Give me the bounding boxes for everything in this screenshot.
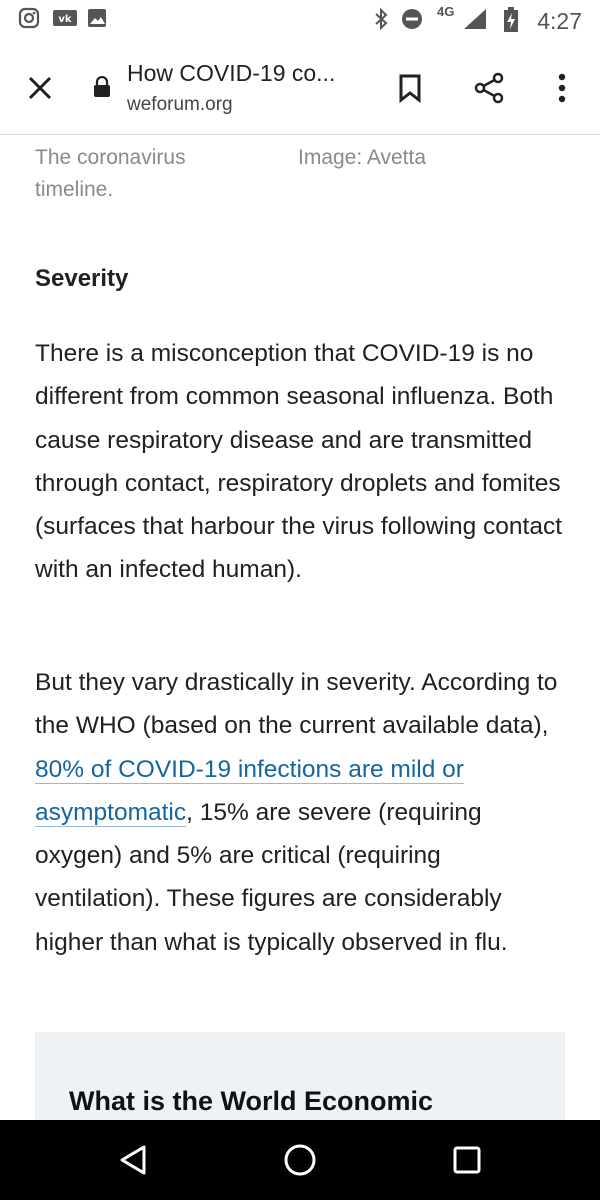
home-button[interactable] (280, 1140, 320, 1180)
custom-tab-toolbar: How COVID-19 co... weforum.org (0, 42, 600, 135)
page-domain: weforum.org (127, 94, 233, 115)
image-icon (86, 7, 108, 34)
info-box: What is the World Economic (35, 1032, 565, 1132)
article-paragraph: There is a misconception that COVID-19 i… (35, 340, 563, 584)
recents-square-icon (453, 1146, 481, 1174)
bluetooth-icon (373, 7, 389, 36)
network-type: 4G (437, 4, 455, 19)
page-title: How COVID-19 co... (127, 60, 336, 86)
recents-button[interactable] (447, 1140, 487, 1180)
image-caption: The coronavirus timeline. (35, 146, 186, 201)
info-box-title: What is the World Economic (69, 1086, 434, 1116)
svg-text:vk: vk (58, 14, 72, 25)
vk-icon: vk (52, 7, 78, 34)
instagram-icon (18, 7, 40, 34)
close-button[interactable] (18, 66, 62, 110)
navigation-bar (0, 1120, 600, 1200)
who-data-link[interactable]: 80% of COVID-19 infections are mild or a… (35, 755, 464, 827)
more-vert-icon (558, 73, 566, 103)
article-paragraph: But they vary drastically in severity. A… (35, 661, 570, 964)
section-heading: Severity (35, 265, 129, 292)
share-icon (474, 72, 504, 104)
clock: 4:27 (537, 8, 582, 34)
back-triangle-icon (120, 1145, 146, 1175)
paragraph-text: , 15% are severe (requiring oxygen) and … (35, 798, 508, 956)
back-button[interactable] (113, 1140, 153, 1180)
home-circle-icon (284, 1144, 316, 1176)
overflow-menu-button[interactable] (540, 66, 584, 110)
do-not-disturb-icon (400, 7, 424, 36)
bookmark-icon (399, 74, 421, 103)
bookmark-button[interactable] (388, 66, 432, 110)
battery-charging-icon (503, 7, 519, 38)
share-button[interactable] (467, 66, 511, 110)
signal-icon (462, 7, 488, 36)
image-credit: Image: Avetta (298, 146, 427, 169)
lock-icon (93, 75, 111, 103)
close-icon (28, 76, 52, 100)
status-bar: vk 4G 4:27 (0, 0, 600, 42)
paragraph-text: But they vary drastically in severity. A… (35, 669, 558, 740)
